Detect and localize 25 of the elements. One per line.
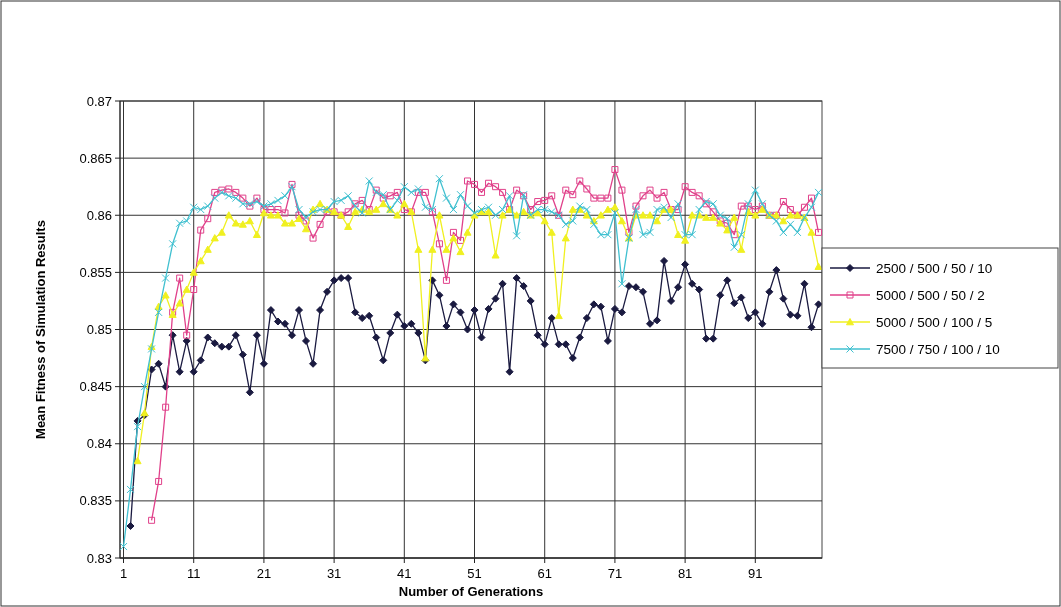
x-tick-label: 11 <box>186 566 201 581</box>
y-tick-label: 0.85 <box>86 322 112 337</box>
y-tick-label: 0.86 <box>86 207 112 223</box>
y-tick-label: 0.83 <box>86 550 112 566</box>
x-tick-label: 21 <box>256 566 272 581</box>
y-tick-label: 0.87 <box>86 93 112 109</box>
x-axis-title: Number of Generations <box>398 584 544 599</box>
y-axis-title: Mean Fitness of Simulation Results <box>33 220 48 439</box>
y-tick-label: 0.845 <box>79 379 112 395</box>
y-tick-label: 0.855 <box>79 264 112 280</box>
x-tick-label: 61 <box>537 566 552 581</box>
x-tick-label: 51 <box>467 566 482 581</box>
x-tick-label: 1 <box>119 566 128 581</box>
x-tick-label: 91 <box>748 566 763 581</box>
y-tick-label: 0.84 <box>86 436 112 452</box>
x-tick-label: 81 <box>677 566 693 581</box>
legend-label: 7500 / 750 / 100 / 10 <box>876 342 1000 357</box>
legend-label: 2500 / 500 / 50 / 10 <box>876 261 993 276</box>
x-tick-label: 31 <box>326 566 342 581</box>
legend-label: 5000 / 500 / 100 / 5 <box>876 315 993 330</box>
legend-label: 5000 / 500 / 50 / 2 <box>876 288 985 303</box>
x-tick-label: 41 <box>397 566 412 581</box>
x-tick-label: 71 <box>607 566 623 581</box>
y-tick-label: 0.835 <box>79 493 112 509</box>
y-tick-label: 0.865 <box>79 150 112 166</box>
